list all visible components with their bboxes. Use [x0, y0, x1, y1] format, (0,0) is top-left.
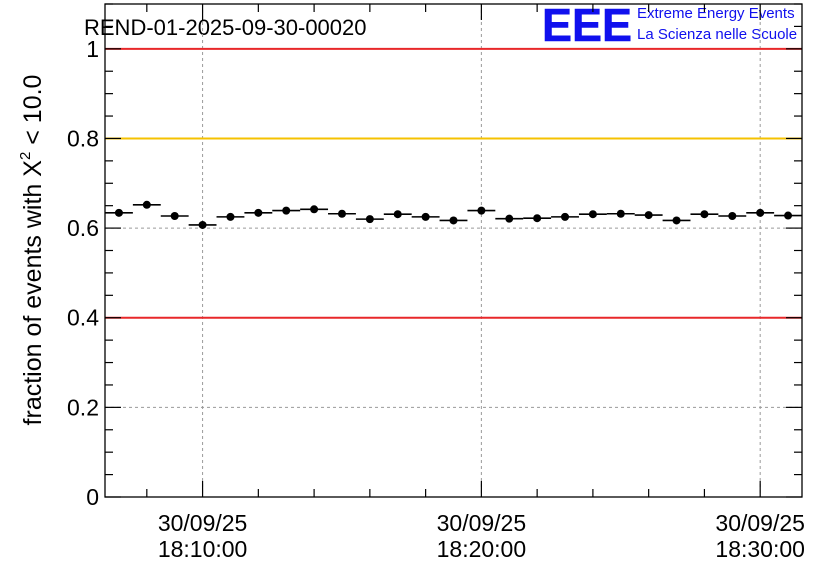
data-marker — [254, 208, 263, 217]
data-marker — [644, 211, 653, 220]
x-tick-date-label: 30/09/25 — [715, 510, 805, 536]
data-point — [383, 210, 412, 219]
data-marker — [477, 206, 486, 215]
data-point — [523, 214, 552, 223]
eee-logo: EEE Extreme Energy Events La Scienza nel… — [542, 0, 797, 51]
data-point — [690, 210, 719, 219]
y-axis-label-prefix: fraction of events with — [19, 177, 47, 426]
data-point — [272, 206, 301, 215]
data-point — [105, 208, 133, 217]
data-point — [606, 209, 635, 218]
y-axis-label-symbol: X — [19, 160, 47, 177]
data-marker — [142, 200, 151, 209]
y-axis-label-suffix: < 10.0 — [19, 75, 47, 152]
reference-lines — [105, 47, 802, 319]
tick-labels: 00.20.40.60.8130/09/2518:10:0030/09/2518… — [67, 36, 805, 562]
data-point — [634, 211, 663, 220]
data-marker — [616, 209, 625, 218]
data-marker — [533, 214, 542, 223]
data-point — [300, 205, 329, 214]
data-point — [551, 212, 579, 221]
x-tick-time-label: 18:10:00 — [158, 536, 248, 562]
data-point — [132, 200, 161, 209]
y-tick-label: 0.6 — [67, 215, 99, 241]
data-marker — [505, 214, 514, 223]
data-marker — [198, 220, 207, 229]
y-tick-label: 0.8 — [67, 125, 99, 151]
data-marker — [226, 212, 235, 221]
data-point — [662, 216, 691, 225]
data-point — [578, 210, 607, 219]
y-axis-label-superscript: 2 — [17, 152, 34, 160]
data-points — [105, 200, 802, 229]
data-point — [746, 208, 775, 217]
data-point — [216, 212, 245, 221]
data-marker — [784, 211, 793, 220]
data-marker — [421, 212, 430, 221]
logo-mark: EEE — [542, 0, 632, 51]
data-marker — [588, 210, 597, 219]
data-point — [244, 208, 273, 217]
data-point — [467, 206, 496, 215]
data-point — [774, 211, 802, 220]
data-marker — [337, 209, 346, 218]
data-point — [188, 220, 217, 229]
data-marker — [365, 215, 374, 224]
y-tick-label: 0.2 — [67, 394, 99, 420]
data-marker — [393, 210, 402, 219]
data-point — [411, 212, 440, 221]
x-tick-date-label: 30/09/25 — [437, 510, 527, 536]
data-point — [495, 214, 524, 223]
x-tick-date-label: 30/09/25 — [158, 510, 248, 536]
data-point — [718, 211, 747, 220]
data-marker — [700, 210, 709, 219]
chart-title: REND-01-2025-09-30-00020 — [84, 15, 367, 40]
data-marker — [449, 216, 458, 225]
y-tick-label: 0.4 — [67, 305, 99, 331]
data-marker — [282, 206, 291, 215]
data-point — [328, 209, 356, 218]
y-axis-label: fraction of events with X2 < 10.0 — [17, 75, 47, 426]
data-marker — [672, 216, 681, 225]
data-marker — [114, 208, 123, 217]
data-marker — [756, 208, 765, 217]
x-tick-time-label: 18:30:00 — [715, 536, 805, 562]
x-tick-time-label: 18:20:00 — [437, 536, 527, 562]
logo-line-2: La Scienza nelle Scuole — [637, 26, 797, 43]
data-point — [160, 211, 189, 220]
data-point — [439, 216, 468, 225]
y-tick-label: 0 — [86, 484, 99, 510]
data-marker — [170, 211, 179, 220]
data-marker — [728, 211, 737, 220]
data-marker — [561, 212, 570, 221]
data-point — [355, 215, 384, 224]
data-marker — [310, 205, 319, 214]
y-tick-label: 1 — [86, 36, 99, 62]
logo-line-1: Extreme Energy Events — [637, 5, 795, 22]
axis-ticks — [105, 3, 802, 498]
